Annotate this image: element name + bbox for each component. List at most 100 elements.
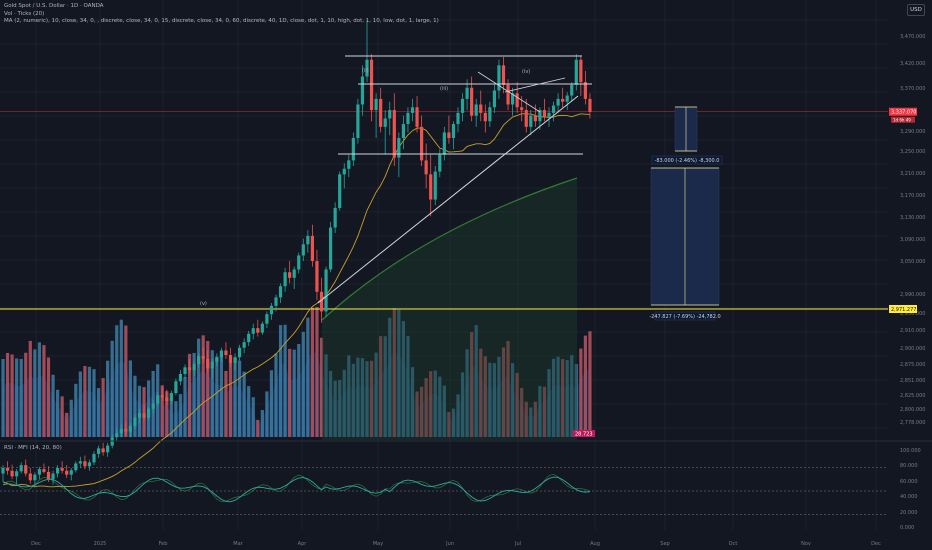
candle-body: [424, 160, 428, 175]
candle-body: [410, 107, 415, 113]
candle-body: [542, 110, 547, 117]
chart-legend: Gold Spot / U.S. Dollar · 1D · OANDA Vol…: [4, 3, 439, 26]
candle-body: [579, 59, 583, 83]
volume-bar: [420, 386, 424, 437]
volume-bar: [283, 324, 287, 437]
countdown-value: 1d 6h 49: [893, 118, 911, 123]
projection-lower-label: -247.827 (-7.69%) -24,782.0: [649, 314, 720, 320]
price-tick-label: 2,875.000: [900, 362, 925, 368]
volume-bar: [410, 367, 415, 437]
volume-bar: [37, 342, 41, 437]
volume-bar: [497, 356, 501, 437]
candle-body: [206, 358, 210, 369]
candle-body: [278, 286, 283, 298]
x-tick-label: Feb: [159, 541, 168, 547]
volume-bar: [374, 352, 378, 437]
volume-bar: [588, 331, 592, 437]
volume-bar: [219, 356, 223, 437]
ma-indicator-label[interactable]: MA (2, numeric), 10, close, 34, 0, , dis…: [4, 18, 439, 24]
price-tick-label: 2,990.000: [900, 292, 925, 298]
x-tick-label: 2025: [94, 541, 107, 547]
candle-body: [256, 328, 260, 333]
volume-bar: [124, 325, 128, 437]
volume-bar: [247, 386, 251, 437]
x-tick-label: Nov: [801, 541, 811, 547]
candle-body: [511, 93, 515, 105]
rsi-tick-label: 80.000: [900, 463, 918, 469]
x-tick-label: Dec: [871, 541, 881, 547]
volume-bar: [429, 371, 433, 437]
candle-body: [288, 272, 292, 278]
candle-body: [60, 467, 64, 471]
candle-body: [192, 363, 196, 371]
candle-body: [565, 95, 569, 102]
candle-body: [324, 269, 328, 312]
candle-body: [379, 98, 383, 127]
candle-body: [329, 227, 333, 270]
volume-bar: [46, 357, 51, 437]
candle-body: [56, 467, 60, 474]
volume-bar: [183, 376, 187, 437]
wedge-upper-line: [504, 77, 566, 93]
volume-bar: [288, 348, 292, 437]
volume-bar: [383, 336, 387, 437]
volume-bar: [397, 309, 401, 437]
candle-body: [46, 471, 51, 480]
volume-bar: [388, 317, 392, 437]
green-ma-line: [321, 177, 578, 321]
volume-bar: [479, 348, 483, 437]
volume-bar: [28, 340, 32, 437]
price-tick-label: 2,800.000: [900, 407, 925, 413]
volume-badge: [573, 430, 595, 437]
candle-body: [274, 297, 278, 306]
wave-label: (iii): [440, 86, 448, 92]
currency-button[interactable]: USD: [907, 4, 925, 16]
volume-bar: [524, 401, 528, 437]
volume-bar: [470, 332, 474, 437]
candle-body: [556, 98, 560, 106]
volume-bar: [297, 343, 301, 437]
candle-body: [297, 255, 301, 270]
volume-bar: [242, 371, 246, 437]
volume-bar: [511, 363, 515, 437]
volume-bar: [224, 370, 228, 437]
volume-bar: [269, 370, 274, 437]
candle-body: [438, 154, 442, 172]
candle-body: [365, 59, 369, 77]
candle-body: [529, 115, 533, 127]
volume-indicator-label[interactable]: Vol · Ticks (20): [4, 10, 45, 17]
candle-body: [1, 467, 5, 474]
candle-body: [201, 356, 205, 359]
price-tick-label: 3,050.000: [900, 259, 925, 265]
volume-bar: [5, 352, 10, 437]
candle-body: [10, 470, 14, 477]
volume-bar: [570, 355, 574, 437]
volume-bar: [83, 366, 87, 437]
volume-bar: [338, 380, 342, 437]
volume-bar: [78, 371, 82, 437]
volume-bar: [215, 356, 219, 437]
candle-body: [283, 272, 287, 287]
volume-bar: [460, 372, 465, 437]
x-tick-label: Apr: [298, 541, 308, 547]
volume-bar: [24, 352, 28, 437]
candle-body: [51, 473, 55, 480]
volume-bar: [74, 383, 78, 437]
price-tick-label: 2,778.000: [900, 420, 925, 426]
volume-bar: [324, 354, 328, 437]
x-tick-label: Aug: [590, 541, 600, 547]
candle-body: [15, 471, 19, 477]
candle-body: [588, 98, 592, 112]
symbol-title[interactable]: Gold Spot / U.S. Dollar · 1D · OANDA: [4, 3, 104, 9]
candle-body: [583, 82, 587, 99]
rsi-indicator-label[interactable]: RSI · MFI (14, 20, 80): [4, 445, 62, 451]
volume-bar: [238, 360, 242, 437]
volume-bar: [329, 370, 333, 437]
volume-bar: [474, 325, 478, 437]
candle-body: [147, 408, 151, 418]
candle-body: [92, 453, 96, 463]
candle-body: [333, 207, 337, 228]
volume-bar: [201, 335, 205, 437]
current-price-tag: [889, 107, 917, 116]
